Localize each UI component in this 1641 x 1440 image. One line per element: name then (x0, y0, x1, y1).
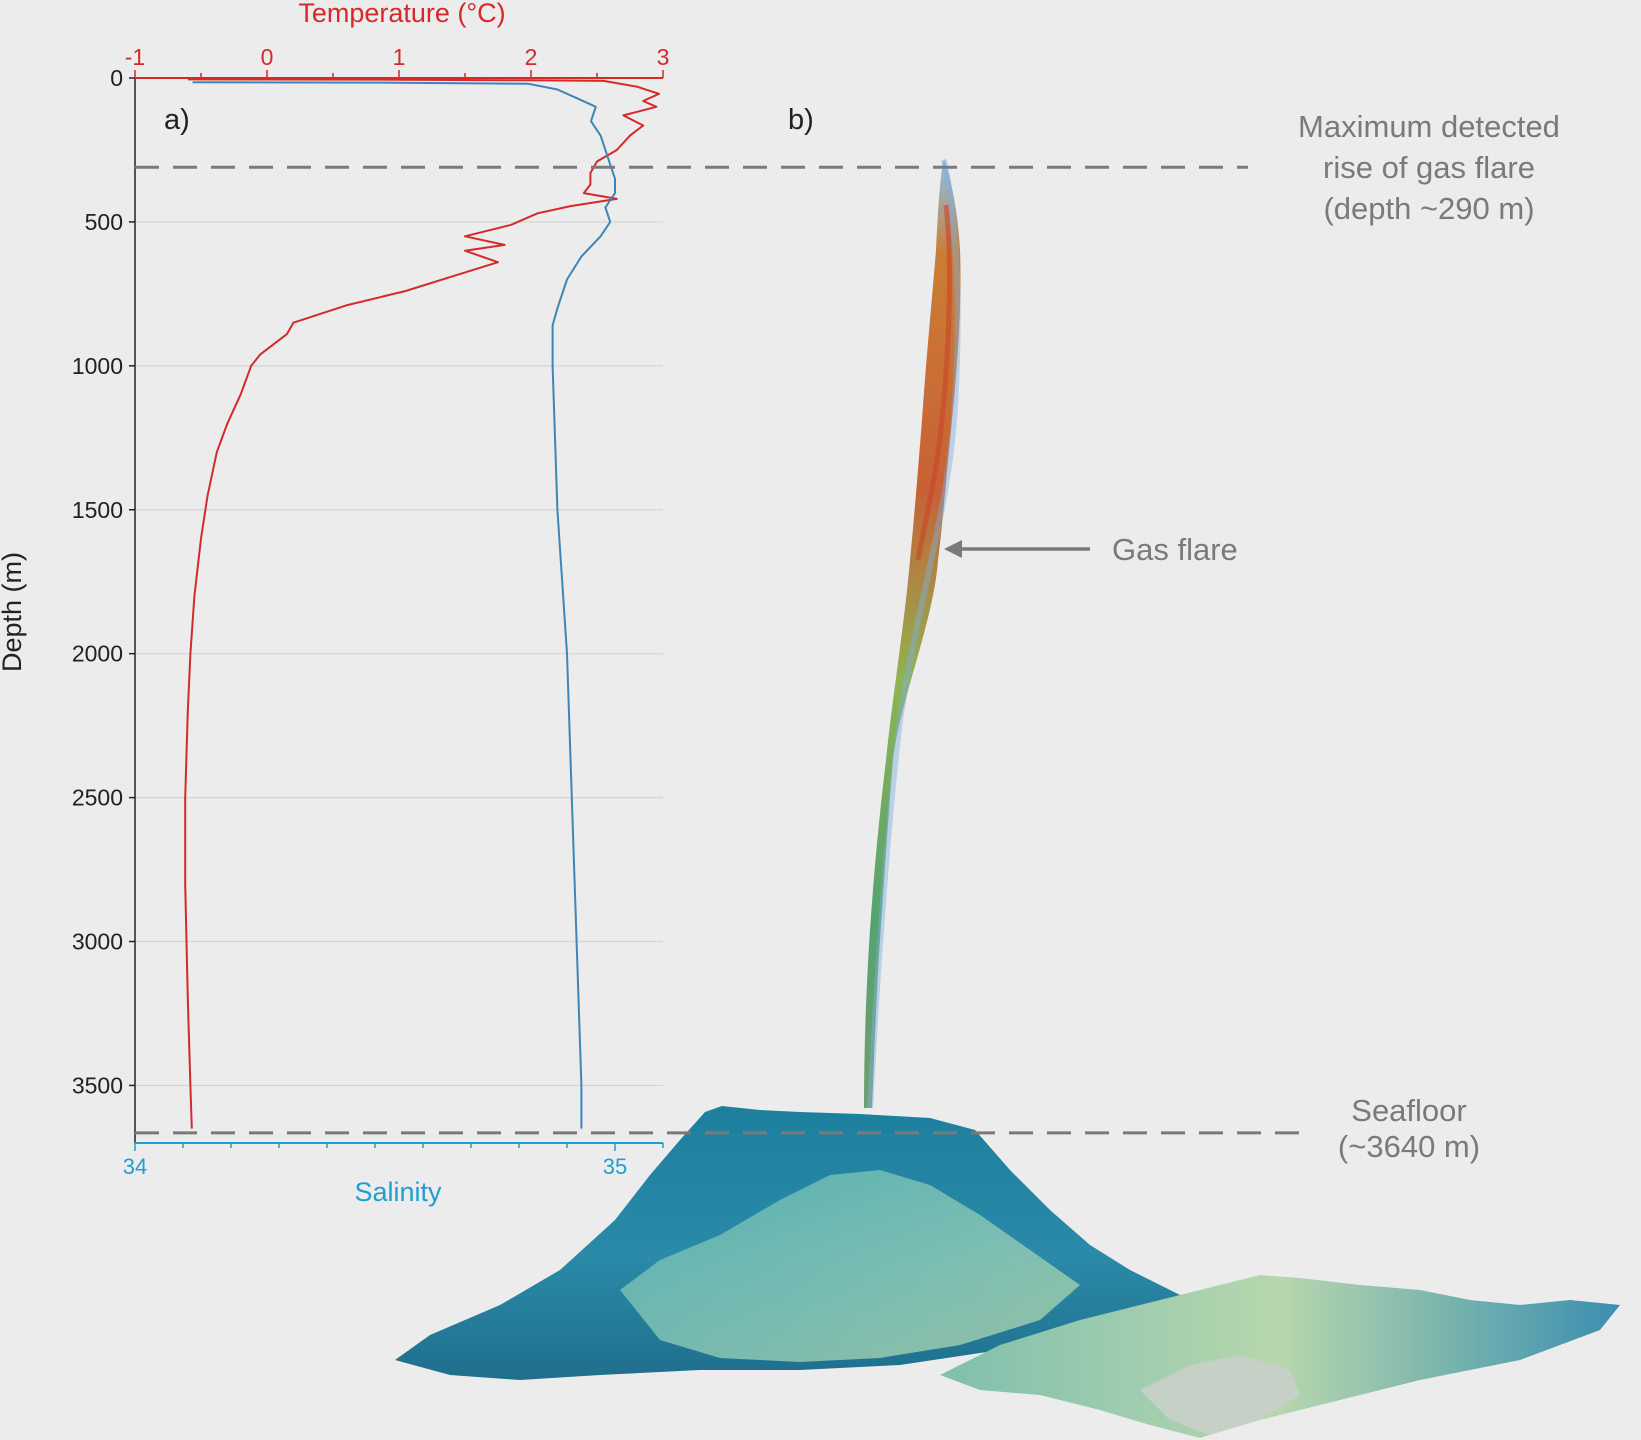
chart-gridlines (135, 221, 663, 1087)
panel-b-label: b) (788, 104, 814, 136)
max-rise-line-3: (depth ~290 m) (1323, 191, 1534, 226)
gas-flare-halo (867, 159, 961, 1109)
y-tick-label: 3500 (72, 1072, 123, 1098)
top-axis-title: Temperature (°C) (298, 0, 505, 28)
gas-flare-arrowhead-icon (944, 540, 962, 558)
gas-flare-plume (864, 158, 961, 1109)
max-rise-line-2: rise of gas flare (1323, 150, 1535, 185)
y-tick-label: 500 (85, 209, 123, 235)
bottom-tick-label: 34 (123, 1154, 147, 1179)
top-tick-label: 2 (525, 44, 538, 70)
temperature-series-line (184, 78, 660, 1129)
y-axis-title: Depth (m) (0, 552, 27, 672)
top-tick-label: 3 (657, 44, 670, 70)
gas-flare-body (864, 158, 961, 1108)
y-tick-label: 3000 (72, 929, 123, 955)
y-tick-label: 2500 (72, 785, 123, 811)
y-tick-label: 2000 (72, 641, 123, 667)
gas-flare-annotation: Gas flare (944, 532, 1238, 567)
ridge-right (940, 1275, 1620, 1438)
salinity-series-line (192, 81, 616, 1129)
ridge-grey-patch (1140, 1355, 1300, 1435)
seamount-light-face (620, 1170, 1080, 1362)
gas-flare-label: Gas flare (1112, 532, 1238, 567)
seafloor-line-1: Seafloor (1351, 1093, 1466, 1128)
gas-flare-core (915, 204, 952, 561)
top-tick-label: -1 (125, 44, 145, 70)
reference-lines (135, 165, 1300, 1135)
y-tick-label: 1000 (72, 353, 123, 379)
y-tick-label: 1500 (72, 497, 123, 523)
bottom-axis-title: Salinity (354, 1177, 442, 1207)
seafloor-bathymetry (395, 1106, 1620, 1438)
top-tick-label: 0 (261, 44, 274, 70)
max-rise-annotation: Maximum detected rise of gas flare (dept… (1298, 109, 1560, 226)
chart-series (184, 78, 660, 1129)
seafloor-line-2: (~3640 m) (1338, 1129, 1480, 1164)
top-tick-label: 1 (393, 44, 406, 70)
max-rise-line-1: Maximum detected (1298, 109, 1560, 144)
seafloor-annotation: Seafloor (~3640 m) (1338, 1093, 1480, 1164)
panel-a-label: a) (164, 104, 190, 136)
y-tick-label: 0 (110, 65, 123, 91)
bottom-tick-label: 35 (603, 1154, 627, 1179)
